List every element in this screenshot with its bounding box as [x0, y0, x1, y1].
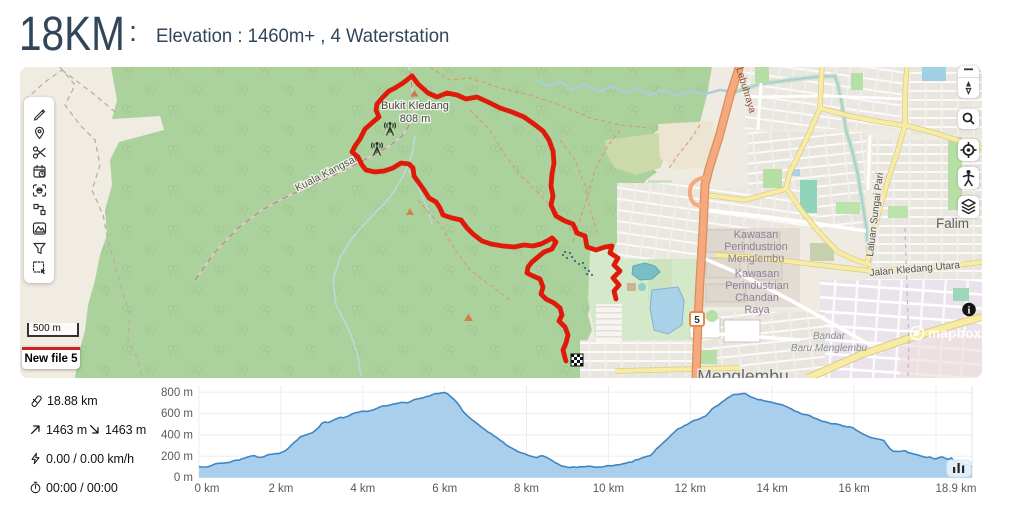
svg-text:18.9 km: 18.9 km: [936, 483, 977, 495]
svg-text:12 km: 12 km: [675, 483, 706, 495]
svg-text:Chandan: Chandan: [735, 292, 779, 304]
svg-text:Kawasan: Kawasan: [734, 229, 778, 241]
svg-text:14 km: 14 km: [757, 483, 788, 495]
svg-text:0 m: 0 m: [174, 472, 193, 484]
svg-text:800 m: 800 m: [161, 387, 193, 399]
svg-text:Raya: Raya: [744, 304, 769, 316]
svg-text:Bukit Kledang: Bukit Kledang: [381, 100, 449, 112]
svg-text:16 km: 16 km: [838, 483, 869, 495]
svg-text:4 km: 4 km: [350, 483, 375, 495]
svg-text:Bandar: Bandar: [813, 331, 846, 342]
svg-text:808 m: 808 m: [400, 113, 431, 125]
svg-text:i: i: [968, 306, 971, 317]
svg-text:400 m: 400 m: [161, 430, 193, 442]
svg-text:Perindustrian: Perindustrian: [725, 280, 789, 292]
svg-text:Perindustrion: Perindustrion: [724, 241, 788, 253]
svg-text:6 km: 6 km: [432, 483, 457, 495]
svg-text:200 m: 200 m: [161, 451, 193, 463]
svg-text:5: 5: [694, 315, 700, 326]
svg-text:Kawasan: Kawasan: [735, 268, 779, 280]
svg-text:10 km: 10 km: [593, 483, 624, 495]
svg-text:600 m: 600 m: [161, 408, 193, 420]
svg-text:Menglembu: Menglembu: [728, 253, 784, 265]
svg-text:Menglembu: Menglembu: [697, 366, 788, 378]
svg-text:Baru Menglembu: Baru Menglembu: [791, 343, 868, 354]
svg-text:2 km: 2 km: [268, 483, 293, 495]
svg-text:Falim: Falim: [936, 216, 969, 231]
svg-text:8 km: 8 km: [514, 483, 539, 495]
svg-text:0 km: 0 km: [195, 483, 220, 495]
